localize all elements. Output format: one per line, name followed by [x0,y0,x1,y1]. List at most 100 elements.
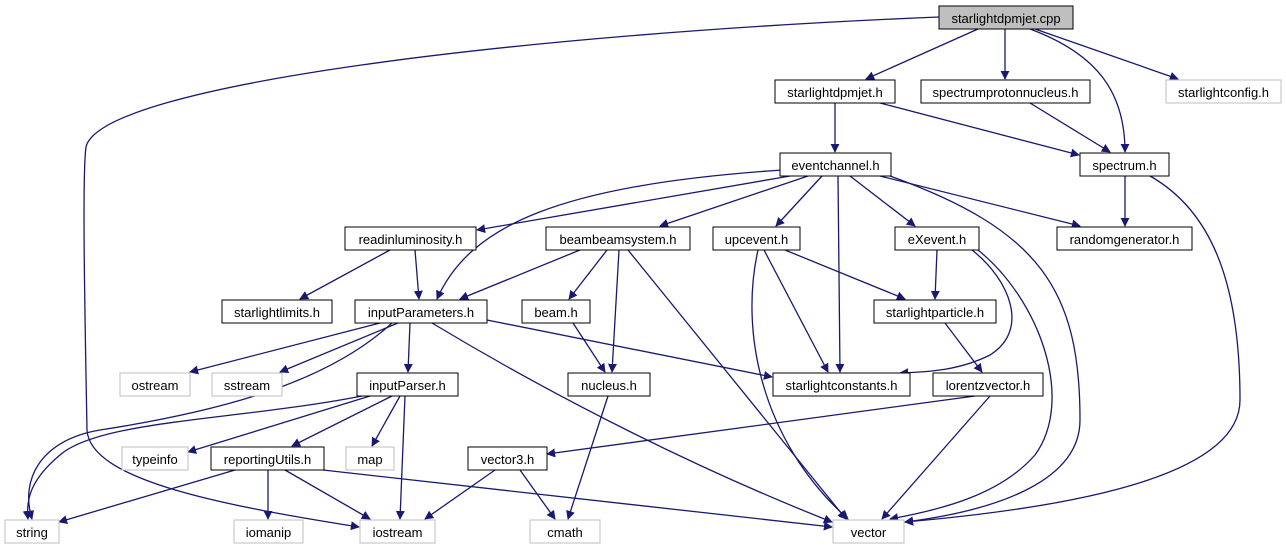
edge-eventchannel_h-to-beambeamsystem_h [659,175,809,228]
node-box [712,226,801,251]
node-box [211,372,283,397]
node-box [774,79,896,104]
node-label: cmath [547,525,582,540]
node-box [772,372,911,397]
node-iomanip: iomanip [233,519,304,544]
node-label: spectrum.h [1092,158,1156,173]
edge-reportingUtils_h-to-iostream [284,469,371,520]
node-eXevent_h[interactable]: eXevent.h [894,226,980,251]
node-box [1056,226,1193,251]
node-nucleus_h[interactable]: nucleus.h [567,372,651,397]
edge-starlightdpmjet_cpp-to-starlightconfig_h [1034,28,1179,81]
edge-starlightdpmjet_cpp-to-spectrum_h [1029,28,1130,153]
node-reportingUtils_h[interactable]: reportingUtils.h [210,446,325,471]
node-box [119,372,191,397]
node-box [920,79,1091,104]
node-inputParser_h[interactable]: inputParser.h [356,372,459,397]
edge-beambeamsystem_h-to-vector [627,249,847,520]
edge-inputParser_h-to-iostream [395,395,406,520]
node-starlightlimits_h[interactable]: starlightlimits.h [221,299,333,324]
node-layer: starlightdpmjet.cpp starlightdpmjet.h spec… [4,5,1282,544]
node-label: eventchannel.h [791,158,879,173]
node-spectrum_h[interactable]: spectrum.h [1079,152,1170,177]
node-upcevent_h[interactable]: upcevent.h [712,226,801,251]
edge-beambeamsystem_h-to-beam_h [568,249,608,300]
edge-inputParser_h-to-reportingUtils_h [291,395,393,447]
edge-eventchannel_h-to-upcevent_h [775,175,823,227]
edge-inputParser_h-to-typeinfo [187,395,371,454]
node-label: reportingUtils.h [224,452,311,467]
edge-inputParser_h-to-map [371,395,401,447]
edge-readinluminosity_h-to-inputParameters_h [413,249,423,300]
node-starlightconstants_h[interactable]: starlightconstants.h [772,372,911,397]
node-typeinfo: typeinfo [121,446,189,471]
node-box [1079,152,1170,177]
node-box [210,446,325,471]
node-beam_h[interactable]: beam.h [521,299,591,324]
edge-eventchannel_h-to-vector [889,175,1081,526]
node-starlightparticle_h[interactable]: starlightparticle.h [873,299,997,324]
node-inputParameters_h[interactable]: inputParameters.h [354,299,488,324]
node-label: map [357,452,382,467]
edge-inputParameters_h-to-string [25,322,393,520]
node-readinluminosity_h[interactable]: readinluminosity.h [344,226,477,251]
node-vector3_h[interactable]: vector3.h [467,446,548,471]
node-starlightdpmjet_h[interactable]: starlightdpmjet.h [774,79,896,104]
node-starlightconfig_h: starlightconfig.h [1165,79,1282,104]
node-box [345,446,395,471]
edge-eXevent_h-to-starlightconstants_h [899,249,1013,378]
edge-upcevent_h-to-starlightconstants_h [763,249,829,373]
node-box [567,372,651,397]
edge-layer [22,16,1241,531]
node-box [221,299,333,324]
node-box [545,226,691,251]
edge-spectrumprotonnucleus_h-to-spectrum_h [1029,102,1111,153]
node-label: starlightdpmjet.h [787,85,882,100]
node-label: starlightconstants.h [785,378,897,393]
edge-eventchannel_h-to-readinluminosity_h [476,175,791,234]
node-label: beambeamsystem.h [559,232,676,247]
node-box [4,519,60,544]
node-label: eXevent.h [908,232,967,247]
node-box [356,372,459,397]
node-box [1165,79,1282,104]
edge-inputParameters_h-to-sstream [279,322,399,374]
edge-inputParameters_h-to-vector [431,322,833,524]
node-box [873,299,997,324]
node-eventchannel_h[interactable]: eventchannel.h [779,152,892,177]
edge-readinluminosity_h-to-starlightlimits_h [299,249,391,300]
node-label: lorentzvector.h [946,378,1031,393]
edge-starlightdpmjet_cpp-to-starlightdpmjet_h [865,28,979,80]
edge-inputParser_h-to-string [22,395,363,520]
edge-lorentzvector_h-to-vector [881,395,991,520]
node-iostream: iostream [359,519,436,544]
edge-eventchannel_h-to-eXevent_h [849,175,916,227]
node-randomgenerator_h[interactable]: randomgenerator.h [1056,226,1193,251]
edge-starlightparticle_h-to-lorentzvector_h [944,322,983,373]
edge-upcevent_h-to-starlightparticle_h [784,249,906,301]
edge-inputParameters_h-to-inputParser_h [403,322,413,373]
node-label: starlightconfig.h [1178,85,1269,100]
node-spectrumprotonnucleus_h[interactable]: spectrumprotonnucleus.h [920,79,1091,104]
node-vector: vector [832,519,905,544]
node-label: inputParser.h [369,378,446,393]
node-starlightdpmjet_cpp[interactable]: starlightdpmjet.cpp [938,5,1074,30]
edge-beambeamsystem_h-to-inputParameters_h [459,249,581,301]
edge-eventchannel_h-to-starlightconstants_h [835,175,845,373]
node-label: string [16,525,48,540]
edge-spectrum_h-to-vector [904,175,1241,526]
node-lorentzvector_h[interactable]: lorentzvector.h [932,372,1044,397]
edge-reportingUtils_h-to-string [58,469,236,525]
edge-inputParameters_h-to-ostream [189,322,381,375]
node-label: sstream [224,378,270,393]
node-box [932,372,1044,397]
node-label: randomgenerator.h [1070,232,1180,247]
node-beambeamsystem_h[interactable]: beambeamsystem.h [545,226,691,251]
edge-eXevent_h-to-starlightparticle_h [930,249,940,300]
node-label: nucleus.h [581,378,637,393]
edge-lorentzvector_h-to-vector3_h [546,395,976,458]
node-label: iomanip [246,525,292,540]
edge-nucleus_h-to-cmath [566,395,609,520]
node-label: vector [851,525,887,540]
edge-upcevent_h-to-vector [751,249,849,520]
